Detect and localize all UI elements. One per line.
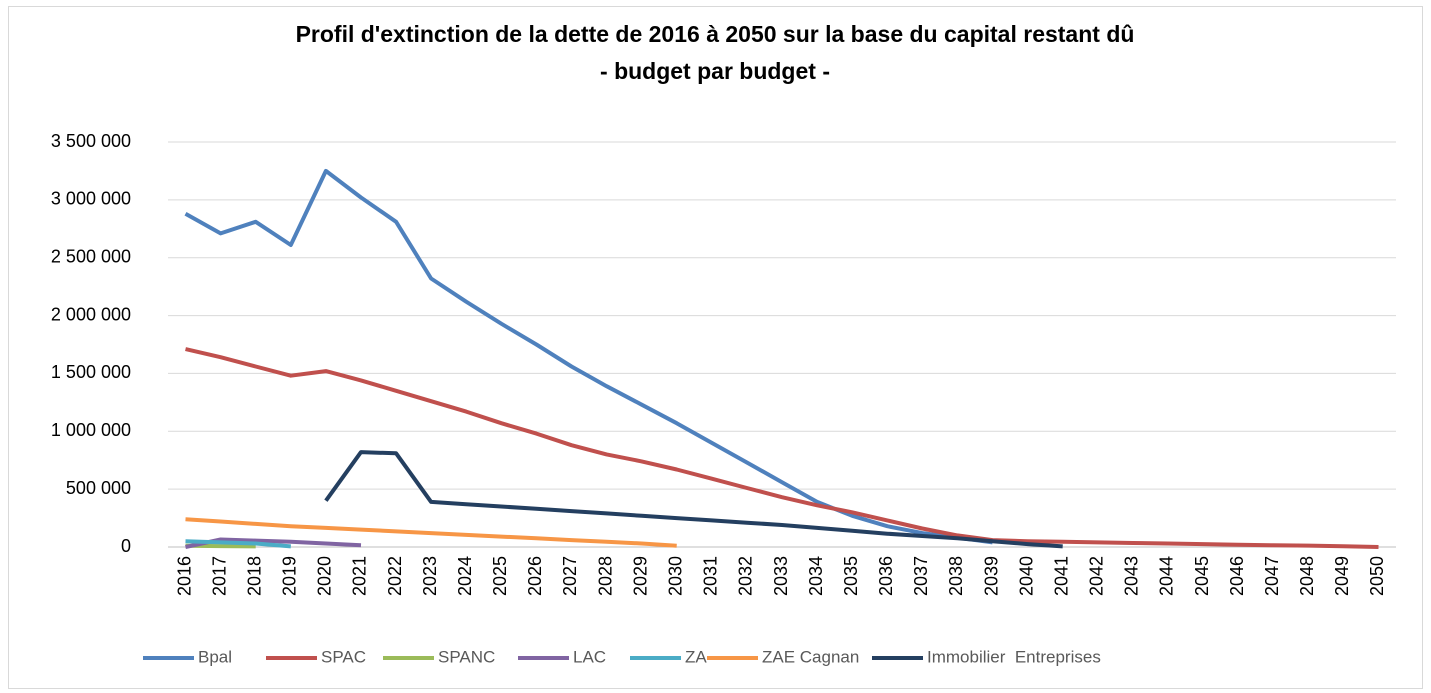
- x-tick-label: 2022: [385, 556, 405, 596]
- chart-border: [8, 6, 1423, 689]
- x-tick-label: 2018: [244, 556, 264, 596]
- series-line: [185, 347, 1379, 549]
- x-tick-label: 2019: [280, 556, 300, 596]
- chart-subtitle: - budget par budget -: [600, 58, 830, 84]
- x-tick-label: 2027: [560, 556, 580, 596]
- x-tick-label: 2017: [209, 556, 229, 596]
- legend-label: SPANC: [438, 647, 495, 666]
- x-tick-label: 2025: [490, 556, 510, 596]
- x-tick-label: 2030: [665, 556, 685, 596]
- x-tick-label: 2031: [701, 556, 721, 596]
- y-tick-label: 2 500 000: [51, 246, 131, 266]
- x-tick-label: 2024: [455, 556, 475, 596]
- x-tick-label: 2049: [1332, 556, 1352, 596]
- series-line: [185, 539, 291, 549]
- series-line: [324, 450, 1063, 549]
- legend-label: Bpal: [198, 647, 232, 666]
- x-tick-label: 2043: [1122, 556, 1142, 596]
- x-tick-label: 2038: [946, 556, 966, 596]
- x-tick-label: 2041: [1051, 556, 1071, 596]
- x-tick-label: 2045: [1192, 556, 1212, 596]
- y-tick-label: 3 500 000: [51, 131, 131, 151]
- x-tick-label: 2032: [736, 556, 756, 596]
- x-tick-label: 2036: [876, 556, 896, 596]
- legend-label: ZA: [685, 647, 707, 666]
- y-tick-label: 2 000 000: [51, 304, 131, 324]
- chart-title: Profil d'extinction de la dette de 2016 …: [296, 21, 1135, 47]
- x-tick-label: 2048: [1297, 556, 1317, 596]
- x-tick-label: 2028: [595, 556, 615, 596]
- x-tick-label: 2042: [1087, 556, 1107, 596]
- x-tick-label: 2021: [350, 556, 370, 596]
- x-tick-label: 2044: [1157, 556, 1177, 596]
- x-tick-label: 2026: [525, 556, 545, 596]
- legend-label: LAC: [573, 647, 606, 666]
- x-tick-label: 2029: [630, 556, 650, 596]
- x-tick-label: 2039: [981, 556, 1001, 596]
- y-tick-label: 0: [121, 536, 131, 556]
- x-tick-label: 2037: [911, 556, 931, 596]
- y-tick-label: 3 000 000: [51, 189, 131, 209]
- y-tick-label: 1 500 000: [51, 362, 131, 382]
- x-tick-label: 2047: [1262, 556, 1282, 596]
- legend-label: Immobilier Entreprises: [927, 647, 1101, 666]
- legend-label: SPAC: [321, 647, 366, 666]
- y-tick-label: 500 000: [66, 478, 131, 498]
- x-tick-label: 2046: [1227, 556, 1247, 596]
- x-tick-label: 2023: [420, 556, 440, 596]
- x-tick-label: 2020: [315, 556, 335, 596]
- x-tick-label: 2034: [806, 556, 826, 596]
- x-tick-label: 2016: [174, 556, 194, 596]
- x-tick-label: 2035: [841, 556, 861, 596]
- x-tick-label: 2033: [771, 556, 791, 596]
- series-line: [185, 517, 677, 548]
- legend-label: ZAE Cagnan: [762, 647, 859, 666]
- y-tick-label: 1 000 000: [51, 420, 131, 440]
- x-tick-label: 2050: [1367, 556, 1387, 596]
- x-tick-label: 2040: [1016, 556, 1036, 596]
- series-line: [184, 168, 993, 545]
